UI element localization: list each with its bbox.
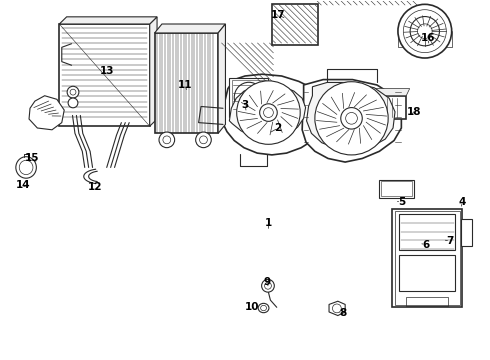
Circle shape [265, 282, 271, 289]
Text: 2: 2 [274, 123, 282, 133]
Text: 5: 5 [398, 197, 405, 207]
Bar [406, 297, 448, 306]
Ellipse shape [261, 305, 267, 311]
Text: 4: 4 [459, 197, 466, 207]
Bar [232, 80, 266, 116]
Polygon shape [229, 85, 306, 138]
Text: 1: 1 [265, 218, 272, 228]
Circle shape [196, 132, 211, 148]
Circle shape [264, 108, 273, 117]
Text: 15: 15 [25, 153, 40, 163]
Text: 14: 14 [15, 180, 30, 190]
Circle shape [163, 136, 171, 144]
Text: 10: 10 [245, 302, 260, 312]
Bar [394, 211, 460, 305]
Bar [392, 209, 463, 307]
Circle shape [159, 132, 174, 148]
Polygon shape [302, 80, 401, 162]
Polygon shape [307, 82, 395, 150]
Circle shape [262, 279, 274, 292]
Circle shape [70, 89, 76, 95]
Bar [399, 255, 455, 291]
Bar [462, 220, 472, 246]
Polygon shape [223, 74, 327, 155]
Polygon shape [29, 96, 64, 130]
Text: 12: 12 [88, 182, 102, 192]
Text: 18: 18 [406, 107, 421, 117]
Text: 6: 6 [422, 239, 429, 249]
Circle shape [332, 304, 341, 313]
Ellipse shape [16, 157, 36, 178]
Text: 9: 9 [264, 277, 270, 287]
Circle shape [237, 81, 300, 144]
Polygon shape [218, 24, 225, 134]
Bar [155, 33, 218, 134]
Circle shape [410, 17, 440, 46]
Ellipse shape [19, 160, 33, 175]
Bar [414, 226, 436, 246]
Circle shape [315, 82, 388, 155]
Polygon shape [59, 17, 157, 24]
Bar [379, 180, 414, 198]
Circle shape [341, 108, 362, 129]
Circle shape [199, 136, 207, 144]
Ellipse shape [258, 303, 269, 313]
Text: 7: 7 [446, 236, 454, 246]
Text: 8: 8 [339, 308, 346, 318]
Polygon shape [155, 24, 225, 33]
Polygon shape [150, 17, 157, 126]
Text: 13: 13 [100, 66, 115, 76]
Circle shape [345, 112, 357, 124]
Ellipse shape [234, 82, 264, 113]
Text: 16: 16 [421, 33, 436, 43]
Text: 3: 3 [242, 100, 248, 110]
Text: 17: 17 [270, 10, 285, 20]
Bar [381, 181, 412, 197]
Bar [229, 78, 269, 117]
Polygon shape [329, 301, 345, 316]
Circle shape [67, 86, 79, 98]
Circle shape [398, 4, 452, 58]
Circle shape [68, 98, 78, 108]
Polygon shape [357, 89, 410, 96]
Bar [272, 4, 319, 45]
Text: 11: 11 [178, 80, 193, 90]
Bar [399, 214, 455, 250]
Circle shape [260, 104, 277, 121]
Bar [59, 24, 150, 126]
Bar [357, 96, 406, 119]
